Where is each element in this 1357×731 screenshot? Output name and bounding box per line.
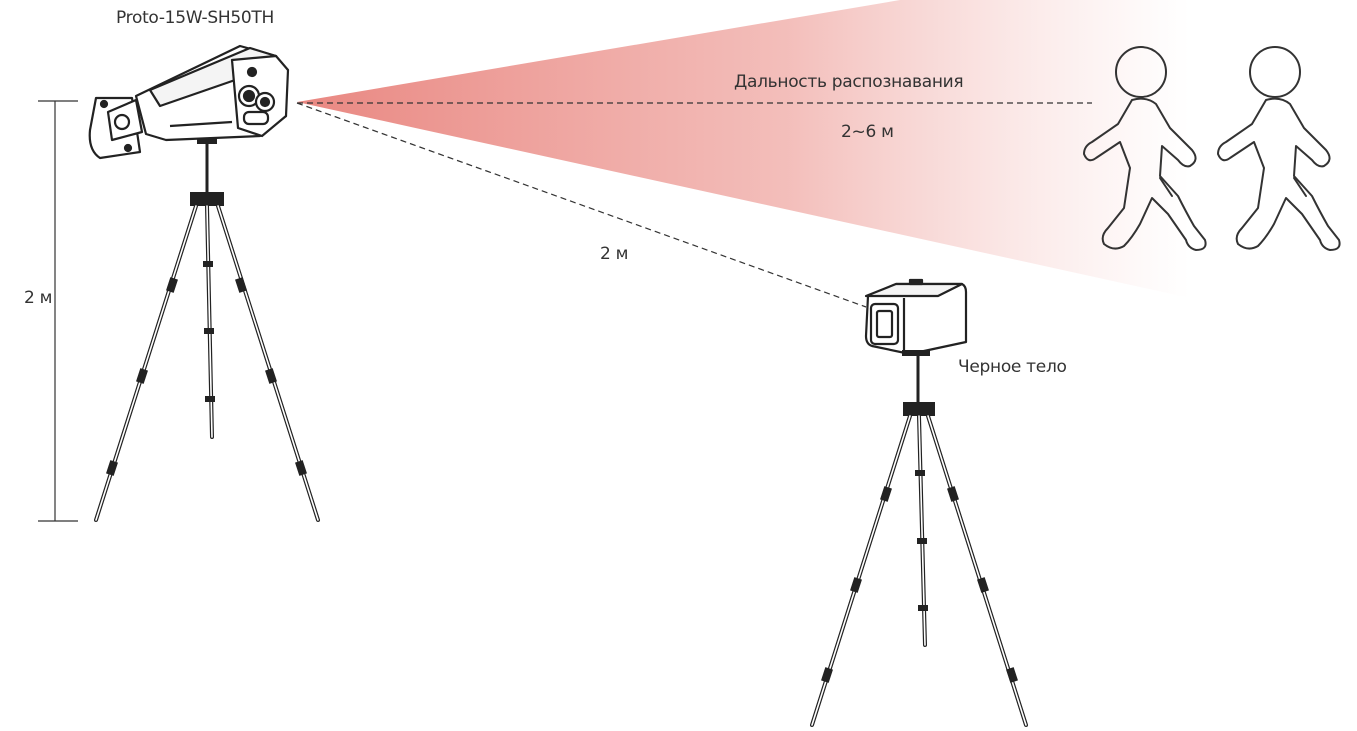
detection-beam [297,0,1215,298]
camera-height-label: 2 м [24,288,53,308]
camera-tripod-icon [94,128,320,522]
blackbody-tripod-icon [810,352,1028,727]
thermal-camera-icon [88,44,290,160]
recognition-range-title: Дальность распознавания [734,72,964,92]
walking-person-icon [1217,46,1341,251]
walking-person-icon [1083,46,1207,251]
blackbody-distance-label: 2 м [600,244,629,264]
recognition-range-value: 2~6 м [841,122,894,142]
blackbody-device-icon [864,278,968,356]
blackbody-distance-line [296,102,867,308]
blackbody-label: Черное тело [958,357,1067,377]
height-dimension [38,100,78,522]
camera-model-label: Proto-15W-SH50TH [116,8,274,28]
